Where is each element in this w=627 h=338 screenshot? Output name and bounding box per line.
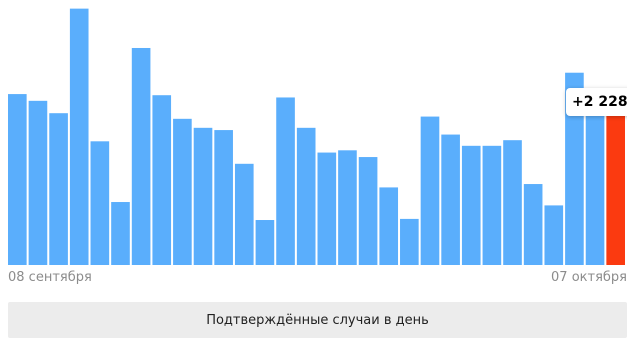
bar-highlighted[interactable] — [606, 114, 625, 265]
bar-chart-canvas — [8, 8, 625, 266]
x-axis-end-label: 07 октября — [551, 270, 627, 285]
bar[interactable] — [28, 100, 48, 265]
bar[interactable] — [69, 8, 89, 265]
bar[interactable] — [111, 202, 130, 265]
bar[interactable] — [49, 113, 68, 265]
bar[interactable] — [193, 127, 213, 265]
daily-cases-chart: +2 228 08 сентября 07 октября — [8, 8, 627, 285]
bar[interactable] — [338, 150, 357, 265]
bar[interactable] — [358, 157, 378, 265]
bar[interactable] — [523, 184, 543, 265]
bar[interactable] — [482, 145, 502, 265]
bar[interactable] — [544, 205, 564, 265]
bar[interactable] — [8, 94, 27, 265]
bar[interactable] — [565, 72, 584, 265]
bar[interactable] — [400, 218, 419, 265]
bar[interactable] — [214, 130, 233, 265]
bar[interactable] — [379, 187, 399, 265]
bar[interactable] — [276, 97, 295, 266]
bar[interactable] — [255, 220, 275, 265]
bar[interactable] — [296, 127, 316, 265]
bar[interactable] — [503, 140, 522, 265]
bar[interactable] — [420, 116, 440, 265]
bar[interactable] — [461, 145, 481, 265]
bar[interactable] — [585, 88, 605, 266]
chart-title-button[interactable]: Подтверждённые случаи в день — [8, 302, 627, 338]
bar[interactable] — [152, 95, 172, 266]
x-axis-start-label: 08 сентября — [8, 270, 92, 285]
bar[interactable] — [173, 118, 192, 265]
bar[interactable] — [131, 47, 151, 266]
bar[interactable] — [234, 163, 254, 265]
bar[interactable] — [90, 141, 110, 265]
chart-title: Подтверждённые случаи в день — [206, 312, 429, 328]
bar[interactable] — [441, 134, 460, 265]
bar[interactable] — [317, 152, 337, 265]
value-tooltip: +2 228 — [566, 88, 627, 116]
